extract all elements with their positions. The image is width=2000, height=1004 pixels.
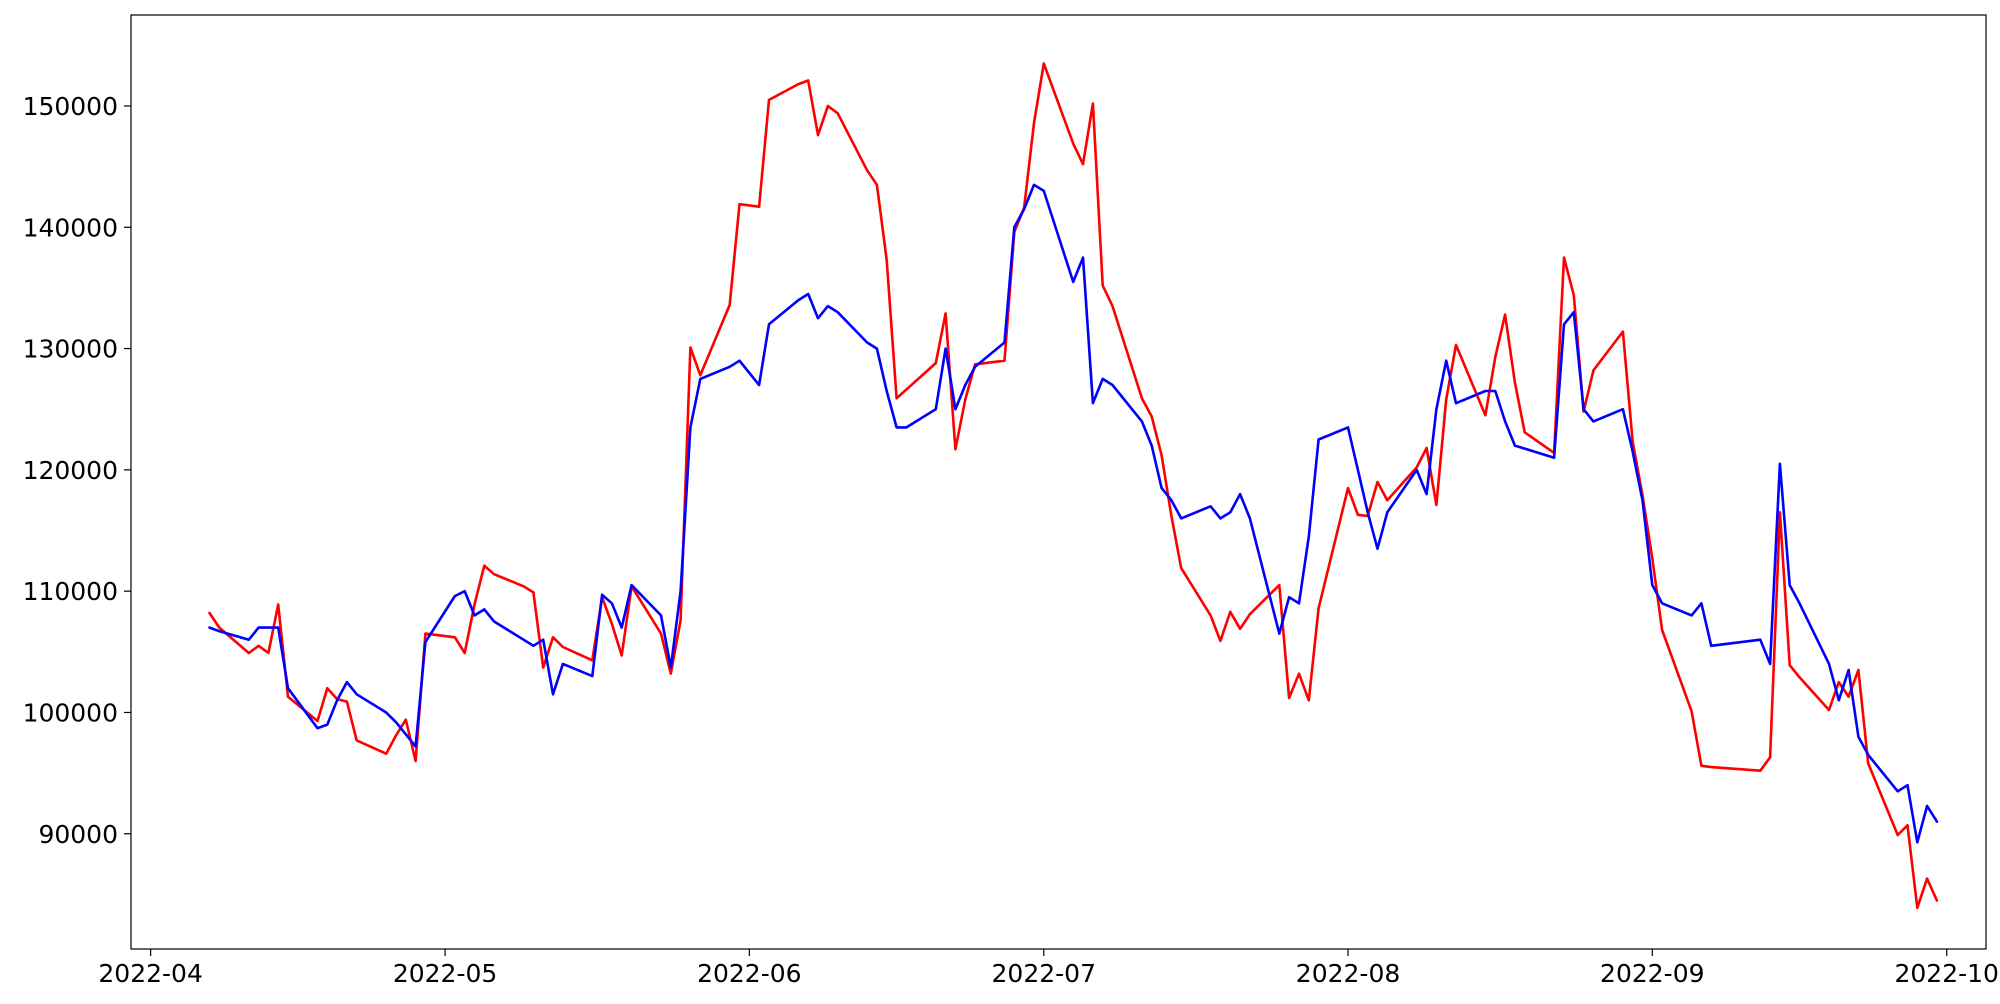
y-tick-label: 140000 (23, 213, 118, 242)
y-tick-label: 110000 (23, 577, 118, 606)
series-line-2 (208, 183, 1939, 844)
y-tick-label: 120000 (23, 456, 118, 485)
y-tick-label: 90000 (38, 820, 118, 849)
plot-area-frame (130, 14, 1987, 950)
y-tick-label: 100000 (23, 698, 118, 727)
y-tick-label: 130000 (23, 335, 118, 364)
y-axis: 90000 100000 110000 120000 130000 140000 15000… (23, 92, 131, 849)
series-line-1 (208, 62, 1939, 910)
x-tick-label: 2022-04 (98, 959, 202, 988)
x-tick-label: 2022-06 (697, 959, 801, 988)
x-tick-label: 2022-10 (1895, 959, 1999, 988)
y-tick-label: 150000 (23, 92, 118, 121)
x-tick-label: 2022-05 (393, 959, 497, 988)
x-tick-label: 2022-08 (1296, 959, 1400, 988)
x-tick-label: 2022-09 (1600, 959, 1704, 988)
series-layer (208, 62, 1939, 910)
x-tick-label: 2022-07 (992, 959, 1096, 988)
x-axis: 2022-04 2022-05 2022-06 2022-07 2022-08 2022-… (98, 949, 1999, 988)
